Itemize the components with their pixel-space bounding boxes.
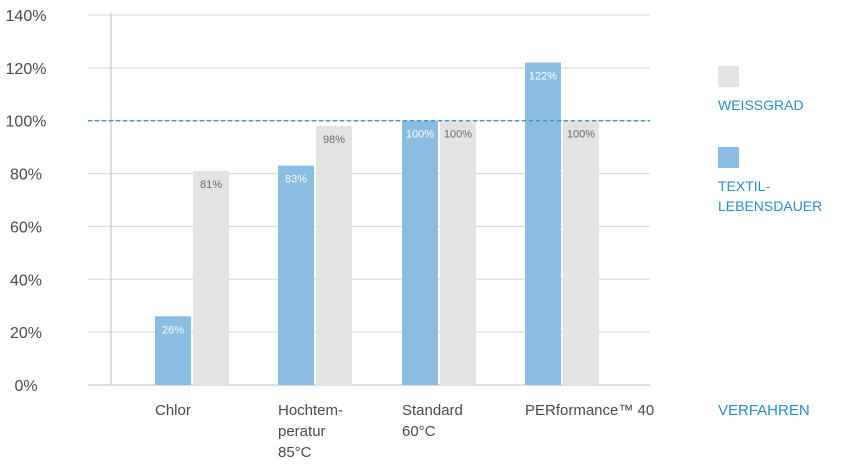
x-category-label: Hochtem-: [278, 402, 343, 419]
bar-whiteness: [440, 120, 476, 385]
x-category-label: Standard: [402, 402, 463, 419]
y-tick-label: 100%: [6, 114, 47, 131]
bar-whiteness: [193, 170, 229, 385]
x-category-label: PERformance™ 40: [525, 402, 654, 419]
data-label: 100%: [406, 129, 434, 141]
data-label: 81%: [200, 179, 222, 191]
y-tick-label: 120%: [6, 61, 47, 78]
y-tick-label: 20%: [10, 325, 42, 342]
bar-whiteness: [563, 120, 599, 385]
bar-lifetime: [525, 62, 561, 385]
x-category-label: 85°C: [278, 444, 312, 461]
data-label: 100%: [444, 129, 472, 141]
data-label: 98%: [323, 134, 345, 146]
data-label: 122%: [529, 71, 557, 83]
bar-lifetime: [278, 165, 314, 385]
bar-lifetime: [402, 120, 438, 385]
bar-whiteness: [316, 126, 352, 385]
x-category-label: 60°C: [402, 423, 436, 440]
y-tick-label: 140%: [6, 8, 47, 25]
legend-label: LEBENSDAUER: [718, 198, 822, 214]
legend-label: WEISSGRAD: [718, 97, 804, 113]
bar-lifetime: [155, 316, 191, 385]
y-tick-label: 80%: [10, 167, 42, 184]
y-tick-label: 40%: [10, 272, 42, 289]
data-label: 100%: [567, 129, 595, 141]
y-tick-label: 0%: [14, 378, 37, 395]
x-category-label: peratur: [278, 423, 326, 440]
y-tick-label: 60%: [10, 219, 42, 236]
data-label: 83%: [285, 174, 307, 186]
x-axis-title: VERFAHREN: [718, 402, 810, 419]
x-category-label: Chlor: [155, 402, 191, 419]
legend-label: TEXTIL-: [718, 178, 770, 194]
data-label: 26%: [162, 324, 184, 336]
legend-swatch: [718, 147, 739, 168]
legend-swatch: [718, 66, 739, 87]
